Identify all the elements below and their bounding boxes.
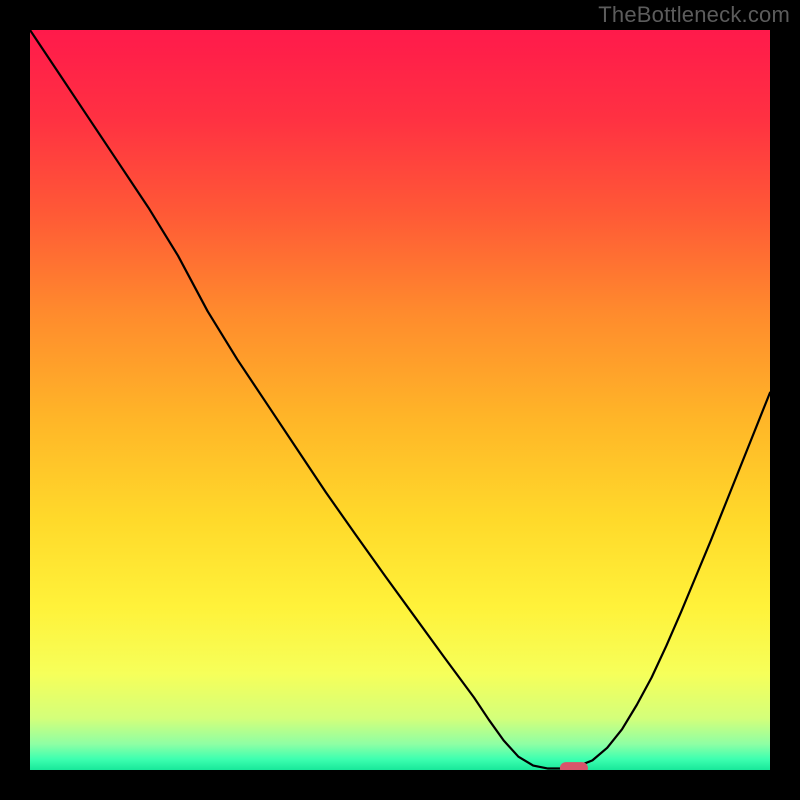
optimal-marker bbox=[560, 762, 588, 770]
watermark-text: TheBottleneck.com bbox=[598, 2, 790, 28]
bottleneck-curve bbox=[30, 30, 770, 770]
chart-outer: TheBottleneck.com bbox=[0, 0, 800, 800]
curve-path bbox=[30, 30, 770, 769]
plot-area bbox=[30, 30, 770, 770]
